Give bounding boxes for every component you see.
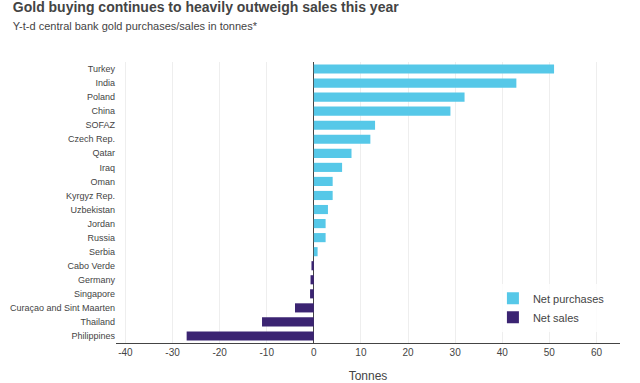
- svg-text:Kyrgyz Rep.: Kyrgyz Rep.: [66, 191, 115, 201]
- svg-text:Net purchases: Net purchases: [533, 293, 604, 305]
- svg-text:Jordan: Jordan: [87, 219, 115, 229]
- svg-text:Gold buying continues to heavi: Gold buying continues to heavily outweig…: [13, 0, 399, 32]
- svg-text:10: 10: [355, 347, 367, 358]
- svg-text:Singapore: Singapore: [74, 289, 115, 299]
- svg-text:Czech Rep.: Czech Rep.: [68, 134, 115, 144]
- svg-text:30: 30: [450, 347, 462, 358]
- svg-text:Poland: Poland: [87, 92, 115, 102]
- svg-text:60: 60: [591, 347, 603, 358]
- svg-text:-20: -20: [212, 347, 227, 358]
- svg-text:Serbia: Serbia: [89, 247, 115, 257]
- svg-text:Germany: Germany: [78, 275, 116, 285]
- svg-text:Net sales: Net sales: [533, 312, 579, 324]
- svg-text:Curaçao and Sint Maarten: Curaçao and Sint Maarten: [10, 303, 115, 313]
- svg-text:Qatar: Qatar: [92, 148, 115, 158]
- svg-text:40: 40: [497, 347, 509, 358]
- svg-text:India: India: [95, 78, 115, 88]
- svg-text:China: China: [91, 106, 115, 116]
- svg-text:Turkey: Turkey: [88, 64, 116, 74]
- svg-text:Thailand: Thailand: [80, 317, 115, 327]
- svg-text:Tonnes: Tonnes: [349, 369, 388, 383]
- svg-text:Cabo Verde: Cabo Verde: [67, 261, 115, 271]
- svg-text:Oman: Oman: [90, 177, 115, 187]
- svg-text:50: 50: [544, 347, 556, 358]
- svg-text:Russia: Russia: [87, 233, 115, 243]
- svg-text:Iraq: Iraq: [99, 163, 115, 173]
- svg-text:SOFAZ: SOFAZ: [85, 120, 115, 130]
- svg-text:Uzbekistan: Uzbekistan: [70, 205, 115, 215]
- svg-text:Philippines: Philippines: [71, 331, 115, 341]
- svg-text:-40: -40: [118, 347, 133, 358]
- svg-text:0: 0: [311, 347, 317, 358]
- svg-text:-30: -30: [165, 347, 180, 358]
- svg-text:-10: -10: [260, 347, 275, 358]
- svg-text:20: 20: [402, 347, 414, 358]
